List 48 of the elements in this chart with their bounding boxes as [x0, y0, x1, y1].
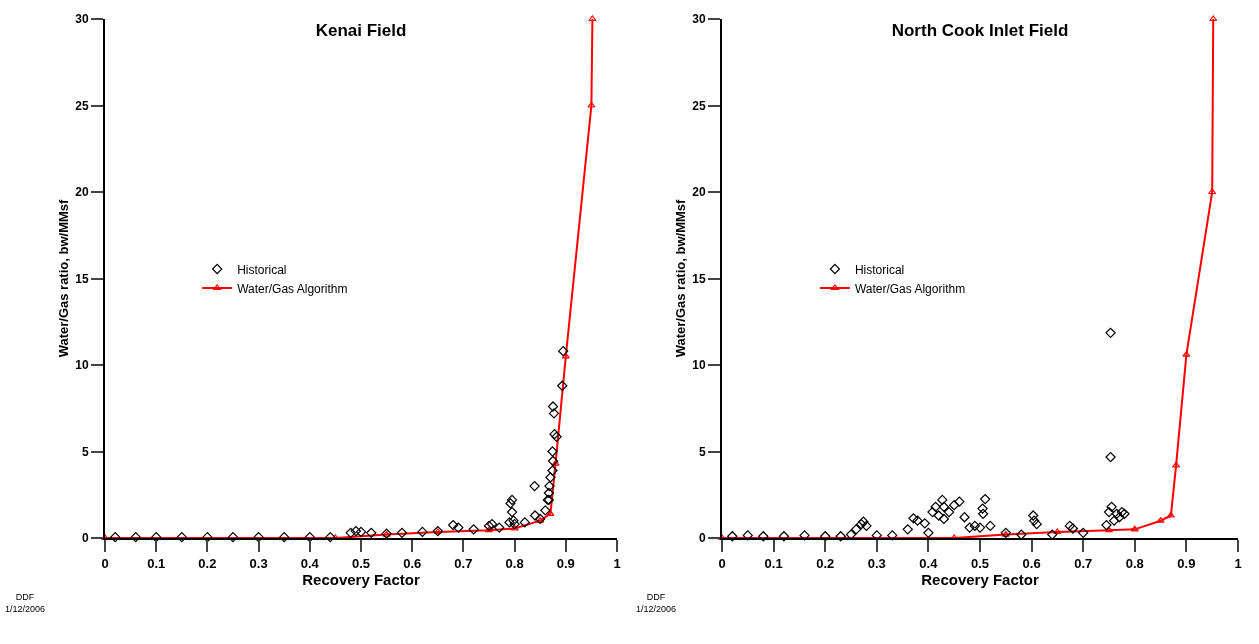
y-tick-label: 25 [75, 98, 89, 113]
legend-label: Historical [854, 262, 905, 277]
y-tick-label: 20 [692, 185, 706, 200]
x-tick-label: 0.7 [1074, 555, 1093, 571]
x-tick-label: 0.3 [867, 555, 886, 571]
x-tick-label: 0.1 [147, 555, 166, 571]
y-tick-label: 5 [81, 444, 89, 459]
y-tick-label: 25 [692, 98, 706, 113]
x-tick-label: 1 [613, 555, 621, 571]
x-tick-label: 0.2 [198, 555, 217, 571]
x-tick-label: 0.1 [764, 555, 783, 571]
text: DDF 1/12/2006 [5, 592, 46, 614]
x-tick-label: 0.9 [1177, 555, 1196, 571]
y-tick-label: 10 [75, 358, 89, 373]
y-tick-label: 30 [75, 12, 89, 27]
y-tick-label: 20 [75, 185, 89, 200]
y-tick-label: 30 [692, 12, 706, 27]
x-tick-label: 0.4 [919, 555, 939, 571]
x-tick-label: 0 [101, 555, 109, 571]
y-tick-label: 0 [81, 531, 89, 546]
y-tick-label: 15 [692, 271, 706, 286]
x-tick-label: 0.8 [505, 555, 524, 571]
y-axis-title: Water/Gas ratio, bw/MMsf [673, 198, 688, 358]
x-tick-label: 0.6 [1022, 555, 1041, 571]
y-tick-label: 10 [692, 358, 706, 373]
x-tick-label: 0.6 [403, 555, 422, 571]
x-axis-title: Recovery Factor [921, 570, 1039, 588]
y-tick-label: 0 [698, 531, 706, 546]
x-tick-label: 1 [1234, 555, 1242, 571]
x-tick-label: 0.8 [1125, 555, 1144, 571]
y-tick-label: 15 [75, 271, 89, 286]
legend-label: Water/Gas Algorithm [237, 281, 348, 296]
x-tick-label: 0.7 [454, 555, 473, 571]
x-tick-label: 0.5 [970, 555, 990, 571]
x-tick-label: 0 [718, 555, 726, 571]
x-tick-label: 0.4 [300, 555, 320, 571]
y-axis-title: Water/Gas ratio, bw/MMsf [56, 198, 71, 358]
x-tick-label: 0.2 [816, 555, 835, 571]
x-tick-label: 0.3 [249, 555, 268, 571]
legend-label: Water/Gas Algorithm [854, 281, 966, 296]
x-axis-title: Recovery Factor [302, 570, 420, 588]
y-tick-label: 5 [698, 444, 706, 459]
x-tick-label: 0.5 [351, 555, 371, 571]
chart-title: Kenai Field [315, 20, 407, 40]
chart-title: North Cook Inlet Field [891, 20, 1069, 40]
legend-label: Historical [237, 262, 287, 277]
text: DDF 1/12/2006 [636, 592, 677, 614]
x-tick-label: 0.9 [556, 555, 575, 571]
